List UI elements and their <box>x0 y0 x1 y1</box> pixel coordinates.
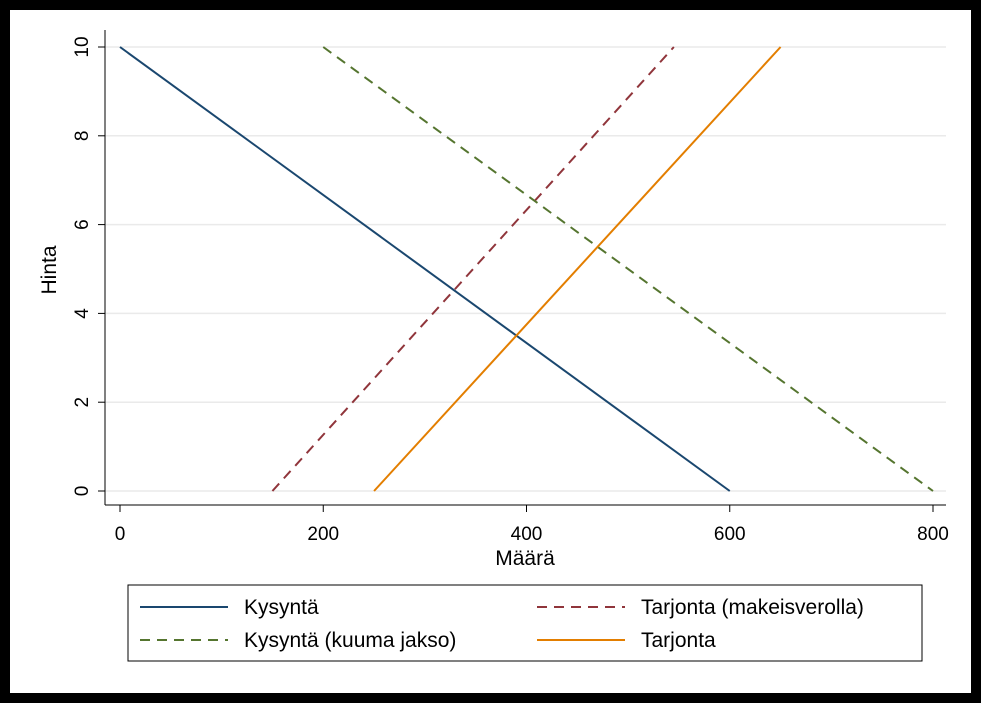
y-tick-label-3: 6 <box>72 219 93 230</box>
legend-label-2: Tarjonta (makeisverolla) <box>641 596 864 619</box>
x-tick-label-2: 400 <box>511 524 543 545</box>
y-tick-label-2: 4 <box>72 308 93 319</box>
legend-box <box>127 584 923 662</box>
grid-lines <box>105 46 946 492</box>
legend: Kysyntä Tarjonta (makeisverolla) Kysyntä (… <box>140 596 864 652</box>
x-tick-label-4: 800 <box>917 524 949 545</box>
y-ticks: 0 2 4 6 8 10 <box>72 36 105 496</box>
series-line-1 <box>119 46 731 492</box>
y-tick-label-0: 0 <box>72 486 93 497</box>
x-tick-label-3: 600 <box>714 524 746 545</box>
legend-label-3: Kysyntä (kuuma jakso) <box>244 629 456 652</box>
x-tick-label-1: 200 <box>307 524 339 545</box>
y-tick-label-5: 10 <box>72 36 93 57</box>
y-tick-label-1: 2 <box>72 397 93 408</box>
series-line-4 <box>373 46 782 492</box>
axes <box>104 30 946 506</box>
series-lines <box>119 46 934 492</box>
x-axis-title: Määrä <box>495 547 555 570</box>
legend-label-4: Tarjonta <box>641 629 716 652</box>
legend-label-1: Kysyntä <box>244 596 319 619</box>
y-axis-title: Hinta <box>38 245 61 294</box>
plot-region <box>105 30 946 505</box>
y-tick-label-4: 8 <box>72 131 93 142</box>
x-ticks: 0 200 400 600 800 <box>115 505 949 545</box>
series-line-2 <box>271 46 675 492</box>
x-tick-label-0: 0 <box>115 524 126 545</box>
series-line-3 <box>322 46 934 492</box>
